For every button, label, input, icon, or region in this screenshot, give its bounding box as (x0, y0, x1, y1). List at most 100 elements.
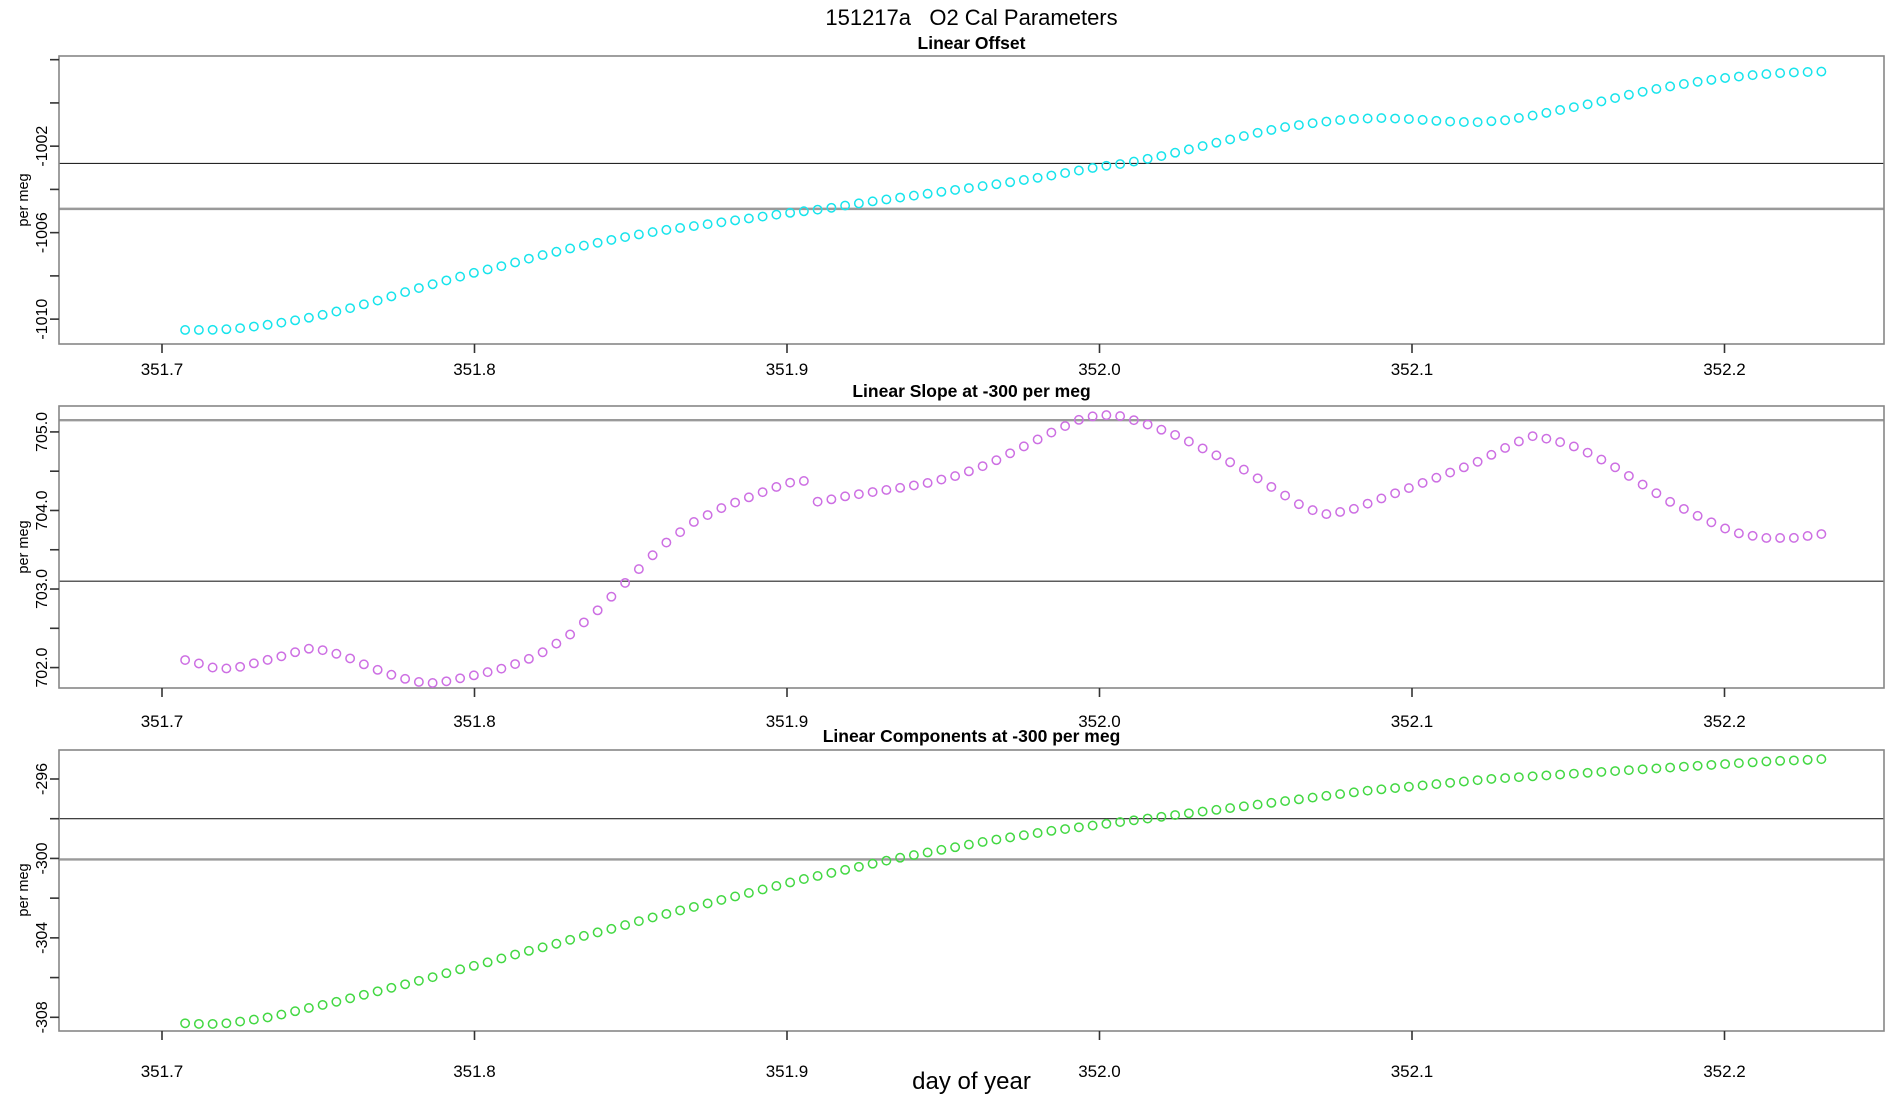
y-tick-label: -304 (34, 922, 51, 954)
data-point (1390, 488, 1401, 499)
data-point (840, 864, 851, 875)
data-point (606, 591, 617, 602)
data-point (1486, 449, 1497, 460)
data-point (235, 661, 246, 672)
data-point (510, 257, 521, 268)
data-point (771, 482, 782, 492)
data-point (551, 638, 562, 649)
data-point (606, 234, 617, 245)
data-point (1788, 67, 1799, 78)
data-point (1156, 811, 1167, 822)
x-tick-label: 351.7 (141, 1062, 184, 1081)
data-point (578, 240, 589, 251)
data-point (1527, 771, 1538, 782)
data-point (1623, 89, 1634, 100)
data-point (482, 667, 493, 678)
data-point (565, 629, 576, 640)
data-point (1211, 450, 1222, 461)
y-tick-label: -308 (34, 1001, 51, 1033)
data-point (895, 482, 906, 493)
data-point (496, 261, 507, 272)
data-point (1032, 172, 1043, 183)
data-point (1060, 421, 1071, 431)
data-point (950, 842, 961, 853)
data-point (1568, 441, 1579, 452)
data-point (262, 1012, 273, 1023)
data-point (881, 855, 892, 866)
data-point (1555, 437, 1566, 448)
x-tick-label: 352.0 (1078, 360, 1121, 379)
data-point (1733, 71, 1744, 82)
data-point (1458, 117, 1469, 127)
data-point (510, 949, 521, 960)
data-point (1802, 754, 1813, 765)
data-point (1060, 824, 1071, 834)
data-point (1816, 66, 1827, 77)
data-point (1005, 832, 1016, 843)
data-point (1596, 96, 1607, 107)
data-point (1775, 755, 1786, 766)
data-point (936, 474, 947, 485)
data-point (1596, 454, 1607, 465)
data-point (1128, 156, 1139, 167)
data-point (427, 972, 438, 983)
panel-linear-slope: 702.0 703.0 704.0 705.0 351.7 351.8 351.9 352.0… (34, 405, 1885, 731)
data-point (331, 648, 342, 659)
data-point (1183, 808, 1194, 819)
data-point (496, 953, 507, 964)
data-point (1816, 754, 1827, 765)
data-point (1376, 493, 1387, 504)
data-point (1321, 790, 1332, 801)
panel-linear-components: -308 -304 -300 -296 351.7 351.8 351.9 352.0 352.… (34, 749, 1885, 1081)
data-point (523, 253, 534, 264)
data-point (1211, 137, 1222, 148)
x-tick-label: 351.7 (141, 360, 184, 379)
data-point (1665, 81, 1676, 92)
data-point (317, 999, 328, 1010)
data-point (1156, 151, 1167, 161)
data-point (386, 291, 397, 302)
data-point (1018, 830, 1029, 841)
x-tick-label: 351.9 (766, 712, 809, 731)
data-point (1060, 168, 1071, 178)
data-point (1747, 530, 1758, 541)
data-point (1005, 177, 1016, 188)
data-point (400, 287, 411, 298)
data-point (523, 653, 534, 664)
data-point (290, 1006, 301, 1017)
data-point (1417, 780, 1428, 791)
data-point (620, 577, 631, 588)
data-point (1775, 533, 1786, 543)
y-tick-label: -300 (34, 842, 51, 874)
data-point (785, 877, 796, 888)
data-point (1266, 481, 1277, 492)
data-point (922, 847, 933, 858)
data-point (413, 975, 424, 986)
data-point (661, 537, 672, 548)
data-point (1307, 505, 1318, 516)
data-point (551, 938, 562, 949)
data-point (207, 324, 218, 335)
data-point (647, 912, 658, 923)
data-point (716, 217, 727, 228)
data-point (1486, 116, 1497, 127)
data-point (1692, 76, 1703, 87)
data-point (1582, 767, 1593, 778)
data-point (1087, 411, 1098, 422)
data-point (1445, 777, 1456, 788)
data-point (248, 321, 259, 332)
data-point (1486, 773, 1497, 784)
data-point (1115, 411, 1126, 422)
data-point (1403, 483, 1414, 494)
data-point (798, 475, 809, 486)
data-point (1362, 498, 1373, 509)
data-point (853, 861, 864, 872)
data-point (1555, 105, 1566, 115)
data-point (358, 659, 369, 670)
data-point (1073, 165, 1084, 176)
data-point (290, 647, 301, 658)
data-point (1527, 431, 1538, 442)
data-point (908, 480, 919, 491)
data-point (1403, 781, 1414, 792)
data-point (661, 224, 672, 235)
